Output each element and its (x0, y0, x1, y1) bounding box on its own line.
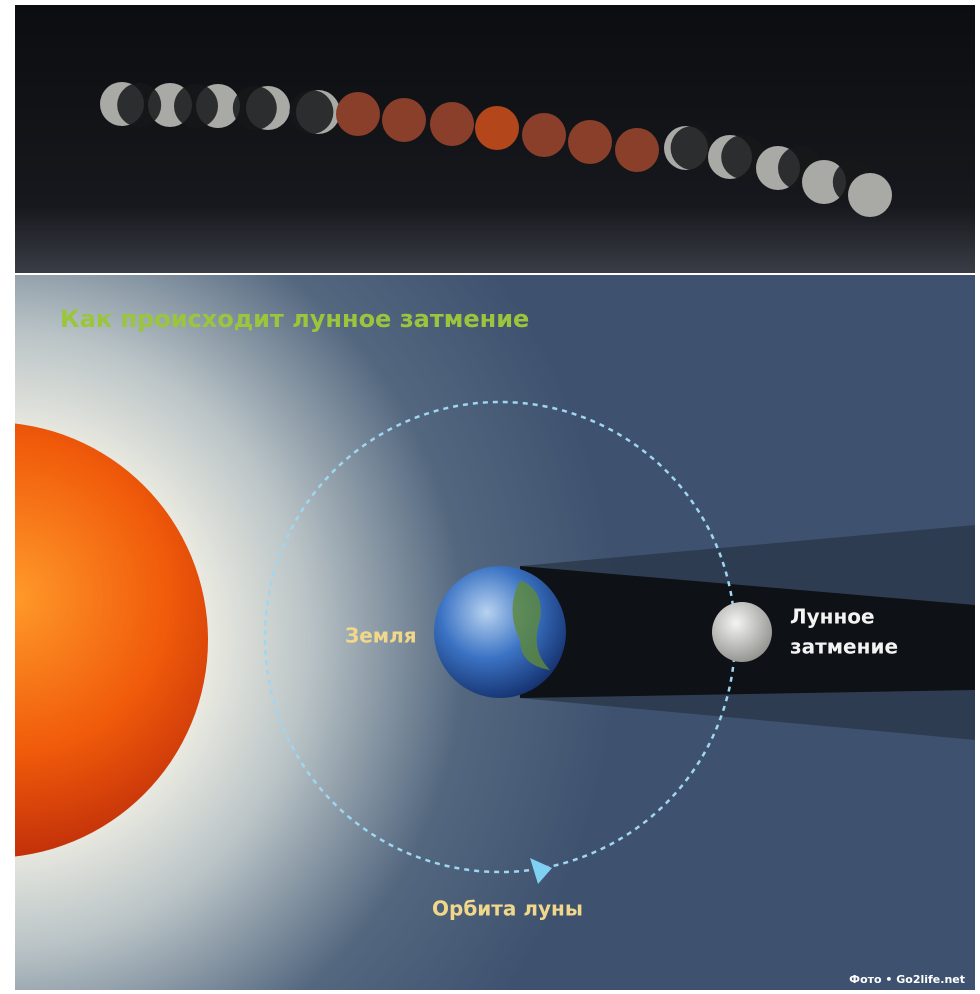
diagram-panel: Как происходит лунное затмение Земля Лун… (0, 275, 975, 990)
moon (712, 602, 772, 662)
phase-shadow (117, 83, 161, 127)
earth-label: Земля (345, 624, 417, 648)
moon-phase (336, 92, 380, 136)
infographic: Как происходит лунное затмение Земля Лун… (0, 0, 980, 994)
moon-phase (430, 102, 474, 146)
phase-shadow (671, 126, 715, 170)
moon-phase (568, 120, 612, 164)
moon-label: затмение (790, 635, 898, 659)
phase-shadow (289, 90, 333, 134)
phase-shadow (233, 86, 277, 130)
credit: Фото • Go2life.net (849, 973, 965, 986)
phase-shadow (174, 84, 218, 128)
earth (434, 566, 566, 698)
title: Как происходит лунное затмение (60, 305, 529, 333)
moon-phase (848, 173, 892, 217)
moon-phase (522, 113, 566, 157)
moon-label: Лунное (790, 605, 875, 629)
moon-phase (475, 106, 519, 150)
orbit-label: Орбита луны (432, 897, 583, 921)
moon-phase (615, 128, 659, 172)
moon-phase (382, 98, 426, 142)
